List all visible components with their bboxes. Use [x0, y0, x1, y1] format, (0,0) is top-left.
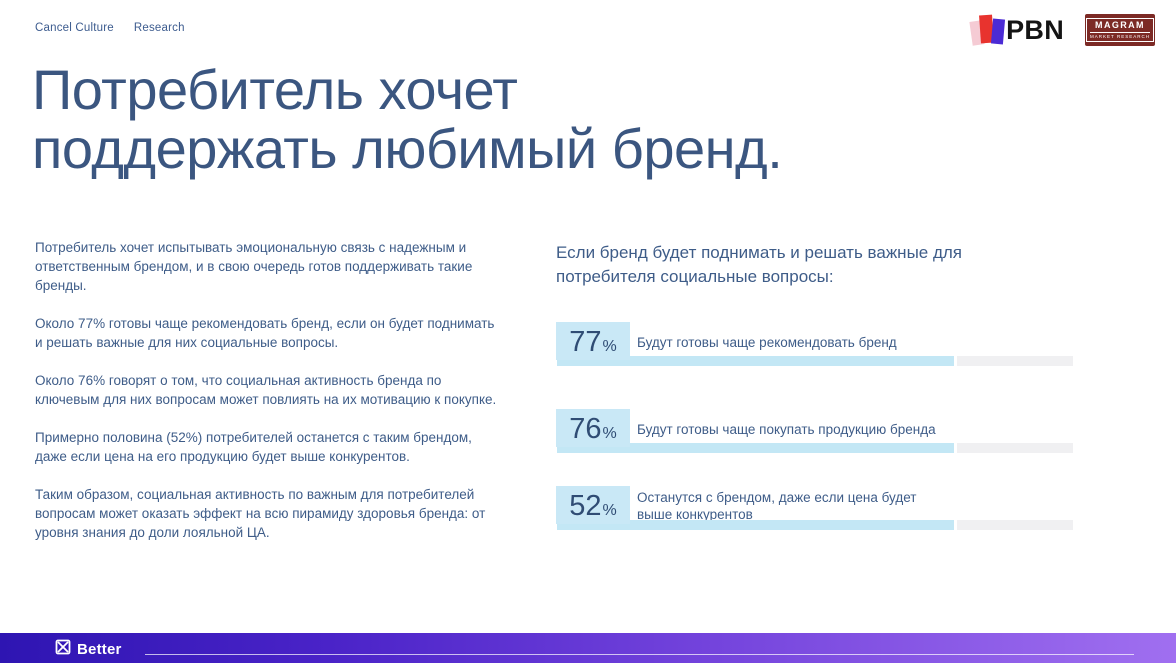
pbn-logo: PBN	[969, 12, 1064, 48]
page-title: Потребитель хочет поддержать любимый бре…	[32, 58, 783, 180]
stat-label: Будут готовы чаще рекомендовать бренд	[637, 335, 897, 350]
page-title-line2: поддержать любимый бренд.	[32, 117, 783, 180]
stat-value-badge: 77 %	[556, 322, 630, 360]
stat-bar-remainder	[957, 443, 1073, 453]
better-logo: Better	[55, 639, 122, 660]
stat-bar-remainder	[957, 356, 1073, 366]
pbn-logo-text: PBN	[1006, 14, 1064, 45]
stat-unit: %	[602, 338, 617, 355]
paragraph: Таким образом, социальная активность по …	[35, 487, 486, 540]
stat-row: 52 % Останутся с брендом, даже если цена…	[556, 486, 1076, 538]
stat-value: 76	[569, 413, 602, 445]
stat-row: 77 % Будут готовы чаще рекомендовать бре…	[556, 322, 1076, 374]
magram-logo-title: MAGRAM	[1090, 20, 1150, 33]
stat-row: 76 % Будут готовы чаще покупать продукци…	[556, 409, 1076, 461]
magram-logo: MAGRAM MARKET RESEARCH	[1085, 14, 1155, 46]
footer-bar: Better	[0, 633, 1176, 663]
stat-value: 77	[569, 326, 602, 358]
paragraph: Около 77% готовы чаще рекомендовать брен…	[35, 316, 495, 350]
stat-unit: %	[602, 425, 617, 442]
paragraph: Примерно половина (52%) потребителей ост…	[35, 430, 472, 464]
paragraph: Около 76% говорят о том, что социальная …	[35, 373, 497, 407]
paragraph: Потребитель хочет испытывать эмоциональн…	[35, 240, 473, 293]
stat-unit: %	[602, 502, 617, 519]
body-text-column: Потребитель хочет испытывать эмоциональн…	[35, 238, 497, 561]
better-logo-icon	[55, 639, 71, 660]
stat-bar-fill	[557, 520, 954, 530]
stat-label: Будут готовы чаще покупать продукцию бре…	[637, 422, 936, 437]
magram-logo-subtitle: MARKET RESEARCH	[1090, 34, 1150, 39]
stat-value-badge: 52 %	[556, 486, 630, 524]
nav-item-cancel-culture: Cancel Culture	[35, 22, 114, 34]
stat-label: Останутся с брендом, даже если цена буде…	[637, 490, 917, 522]
pbn-logo-icon	[969, 12, 1006, 48]
top-nav: Cancel Culture Research	[35, 22, 185, 34]
stat-bar-fill	[557, 356, 954, 366]
footer-divider-line	[145, 654, 1134, 655]
stat-bar-remainder	[957, 520, 1073, 530]
magram-logo-frame: MAGRAM MARKET RESEARCH	[1086, 18, 1154, 42]
brand-area: PBN MAGRAM MARKET RESEARCH	[969, 12, 1155, 48]
stat-bar-fill	[557, 443, 954, 453]
stats-heading: Если бренд будет поднимать и решать важн…	[556, 243, 963, 286]
page-title-line1: Потребитель хочет	[32, 58, 518, 121]
stat-value: 52	[569, 490, 602, 522]
nav-item-research: Research	[133, 22, 185, 34]
stat-value-badge: 76 %	[556, 409, 630, 447]
better-logo-text: Better	[77, 641, 122, 658]
